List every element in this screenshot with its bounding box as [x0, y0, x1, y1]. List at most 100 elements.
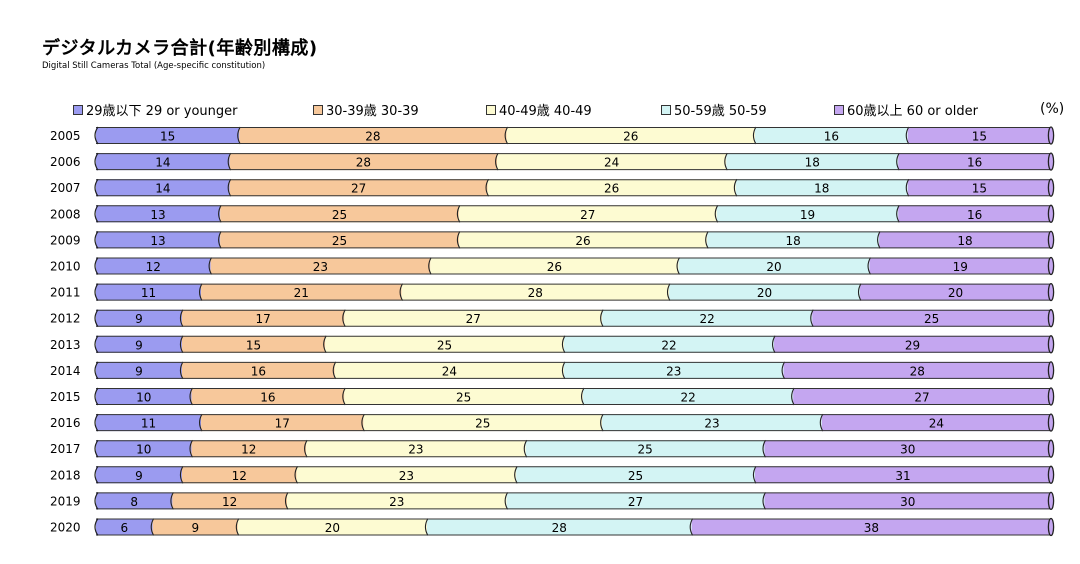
segment-divider [284, 492, 289, 510]
bar-segment [774, 335, 1051, 353]
segment-divider [905, 178, 910, 197]
bar-segment [96, 388, 192, 405]
legend-label: 30-39歳 30-39 [326, 104, 419, 119]
segment-divider [666, 283, 671, 301]
bar-segment [239, 127, 507, 144]
bar-left-cap [94, 361, 99, 380]
segment-divider [762, 439, 766, 458]
bar-segment [220, 205, 459, 223]
year-label: 2015 [50, 390, 81, 404]
bar-segment [96, 179, 230, 197]
bar-segment [237, 518, 427, 536]
bar-right-cap [1047, 126, 1055, 145]
segment-divider [428, 257, 432, 275]
year-label: 2013 [50, 338, 81, 352]
segment-divider [294, 466, 299, 484]
value-label: 27 [628, 495, 643, 509]
value-label: 13 [150, 234, 165, 248]
value-label: 12 [241, 443, 256, 457]
value-label: 26 [623, 130, 638, 144]
segment-divider [342, 387, 346, 406]
value-label: 30 [900, 495, 915, 509]
value-label: 16 [967, 156, 982, 170]
bar-left-cap [94, 413, 99, 432]
bar-right-cap [1047, 309, 1055, 328]
year-label: 2014 [50, 364, 81, 378]
bar-segment [783, 361, 1051, 379]
bar-segment [96, 466, 182, 484]
segment-divider [561, 361, 566, 380]
bar-segment [458, 205, 717, 223]
value-label: 20 [766, 260, 781, 274]
year-label: 2007 [50, 181, 81, 195]
value-label: 30 [900, 443, 915, 457]
segment-divider [600, 413, 604, 432]
value-label: 29 [905, 338, 920, 352]
segment-divider [689, 518, 694, 536]
bar-left-cap [94, 126, 99, 145]
bar-right-cap [1047, 387, 1055, 406]
segment-divider [456, 205, 461, 223]
segment-divider [561, 335, 566, 354]
bar-segment [754, 466, 1051, 484]
bar-segment [793, 388, 1051, 405]
bar-segment [525, 440, 765, 458]
bar-left-cap [94, 335, 99, 354]
bar-right-cap [1047, 439, 1055, 458]
bar-segment [754, 127, 908, 144]
bar-right-cap [1047, 413, 1055, 432]
value-label: 22 [680, 391, 695, 405]
bar-segment [96, 335, 182, 353]
value-label: 28 [365, 130, 380, 144]
bar-right-cap [1047, 178, 1055, 197]
value-label: 12 [232, 469, 247, 483]
year-label: 2020 [50, 521, 81, 535]
bar-segment [96, 231, 221, 249]
bar-segment [869, 257, 1051, 275]
bar-segment [325, 335, 564, 353]
segment-divider [733, 178, 738, 197]
segment-divider [456, 231, 461, 249]
bar-segment [487, 179, 736, 197]
segment-divider [504, 126, 509, 145]
legend-item-29-or-younger: 29歳以下 29 or younger [73, 100, 238, 119]
segment-divider [867, 257, 872, 275]
bar-segment [691, 518, 1051, 536]
value-label: 26 [604, 182, 619, 196]
value-label: 6 [121, 521, 129, 535]
value-label: 25 [332, 208, 347, 222]
legend-swatch [834, 104, 844, 115]
chart-title: デジタルカメラ合計(年齢別構成) [42, 38, 318, 59]
segment-divider [485, 178, 490, 197]
bar-segment [735, 179, 908, 197]
segment-divider [179, 335, 184, 354]
segment-divider [504, 492, 509, 510]
bar-right-cap [1047, 230, 1055, 250]
bar-segment [181, 361, 335, 379]
value-label: 15 [972, 130, 987, 144]
bar-left-cap [94, 309, 99, 328]
segment-divider [772, 335, 776, 354]
value-label: 16 [967, 208, 982, 222]
value-label: 25 [437, 338, 452, 352]
bar-segment [229, 179, 488, 197]
year-label: 2012 [50, 312, 81, 326]
bar-segment [181, 309, 345, 327]
value-label: 18 [805, 156, 820, 170]
bar-segment [172, 492, 287, 510]
legend-item-30-39: 30-39歳 30-39 [313, 100, 419, 119]
segment-divider [332, 361, 337, 380]
value-label: 15 [246, 338, 261, 352]
value-label: 28 [356, 156, 371, 170]
value-label: 20 [757, 286, 772, 300]
value-label: 9 [135, 364, 143, 378]
segment-divider [495, 152, 499, 171]
bar-segment [191, 388, 345, 405]
value-label: 24 [442, 364, 457, 378]
value-label: 14 [155, 182, 170, 196]
value-label: 28 [910, 364, 925, 378]
bar-segment [96, 440, 192, 458]
bar-segment [181, 335, 326, 353]
value-label: 9 [135, 312, 143, 326]
segment-divider [361, 413, 365, 432]
